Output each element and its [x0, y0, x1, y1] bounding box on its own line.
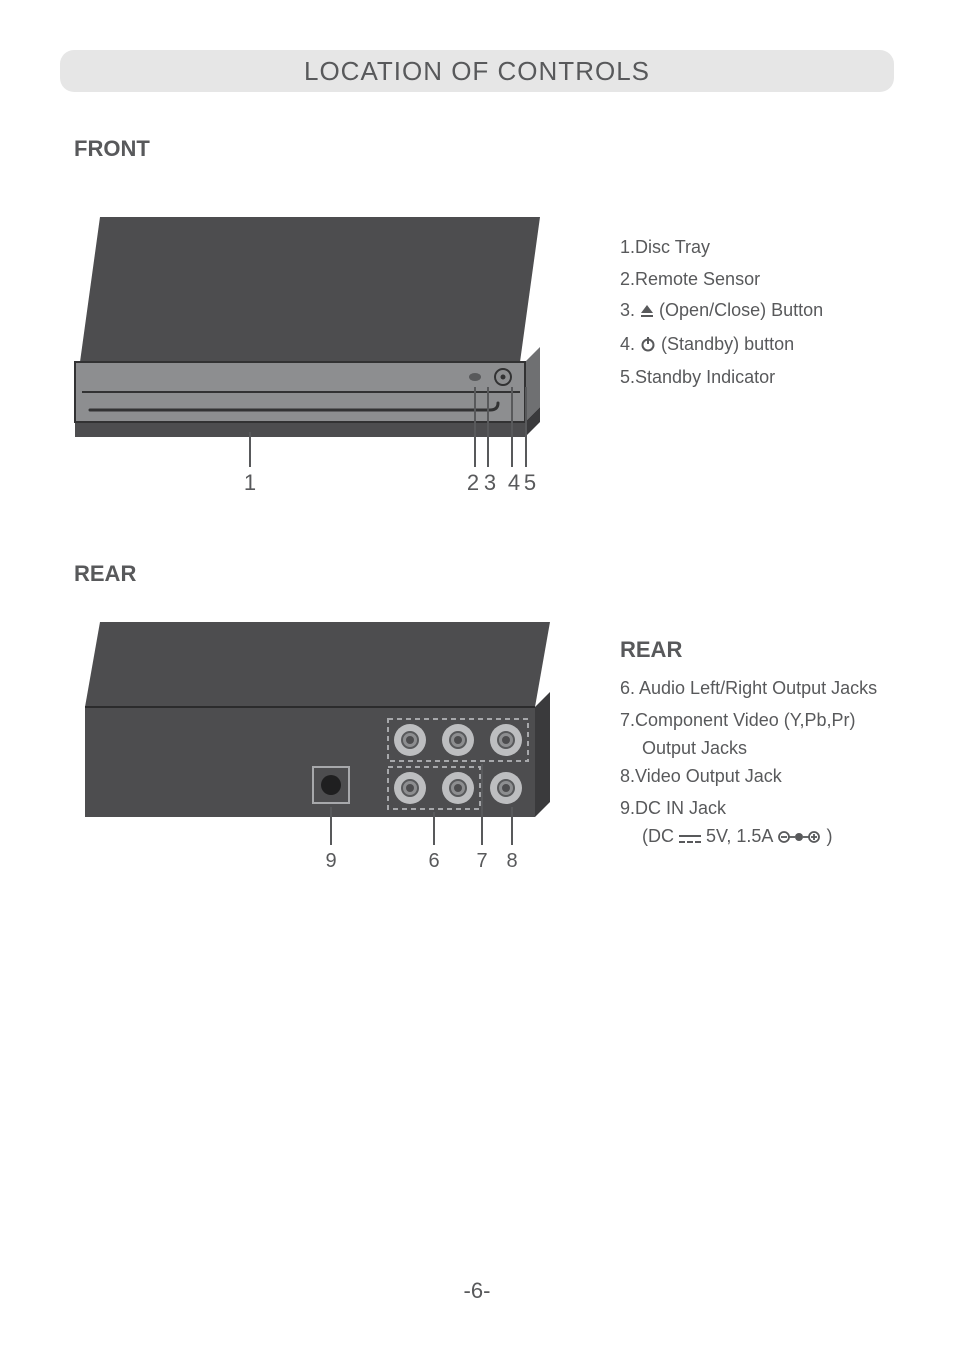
rear-item-9: 9.DC IN Jack (DC 5V, 1.5A ) [620, 793, 894, 852]
power-icon [640, 331, 656, 363]
front-callout-5: 5 [524, 470, 536, 495]
front-callout-3: 3 [484, 470, 496, 495]
rear-item-8: 8.Video Output Jack [620, 761, 894, 793]
manual-page: LOCATION OF CONTROLS FRONT [0, 0, 954, 1354]
rear-row: 9 6 7 8 REAR 6. Audio Left/Right Output … [60, 597, 894, 902]
page-title: LOCATION OF CONTROLS [304, 56, 650, 87]
eject-icon [640, 297, 654, 329]
front-item-3: 3. (Open/Close) Button [620, 295, 894, 329]
rear-callout-6: 6 [428, 850, 439, 872]
page-number: -6- [0, 1278, 954, 1304]
front-legend: 1.Disc Tray 2.Remote Sensor 3. (Open/Clo… [560, 172, 894, 394]
front-item-5: 5.Standby Indicator [620, 362, 894, 394]
rear-callout-7: 7 [476, 850, 487, 872]
component-jacks [394, 724, 522, 756]
front-callout-4: 4 [508, 470, 520, 495]
rear-diagram: 9 6 7 8 [60, 597, 560, 902]
front-item-4: 4. (Standby) button [620, 329, 894, 363]
front-row: 1 2 3 4 5 1.Disc Tray 2.Remote Sensor 3.… [60, 172, 894, 517]
page-title-bar: LOCATION OF CONTROLS [60, 50, 894, 92]
dc-symbol-icon [679, 826, 701, 851]
front-callout-1: 1 [244, 470, 256, 495]
front-callout-2: 2 [467, 470, 479, 495]
polarity-icon [777, 826, 821, 851]
front-diagram: 1 2 3 4 5 [60, 172, 560, 517]
section-label-front: FRONT [74, 136, 894, 162]
front-item-2: 2.Remote Sensor [620, 264, 894, 296]
rear-callout-9: 9 [325, 850, 336, 872]
front-item-1: 1.Disc Tray [620, 232, 894, 264]
rear-legend: REAR 6. Audio Left/Right Output Jacks 7.… [560, 597, 894, 851]
rear-item-6: 6. Audio Left/Right Output Jacks [620, 673, 894, 705]
rear-callout-8: 8 [506, 850, 517, 872]
rear-legend-title: REAR [620, 637, 894, 663]
video-jack [490, 772, 522, 804]
section-label-rear: REAR [74, 561, 894, 587]
rear-item-7: 7.Component Video (Y,Pb,Pr) Output Jacks [620, 705, 894, 762]
